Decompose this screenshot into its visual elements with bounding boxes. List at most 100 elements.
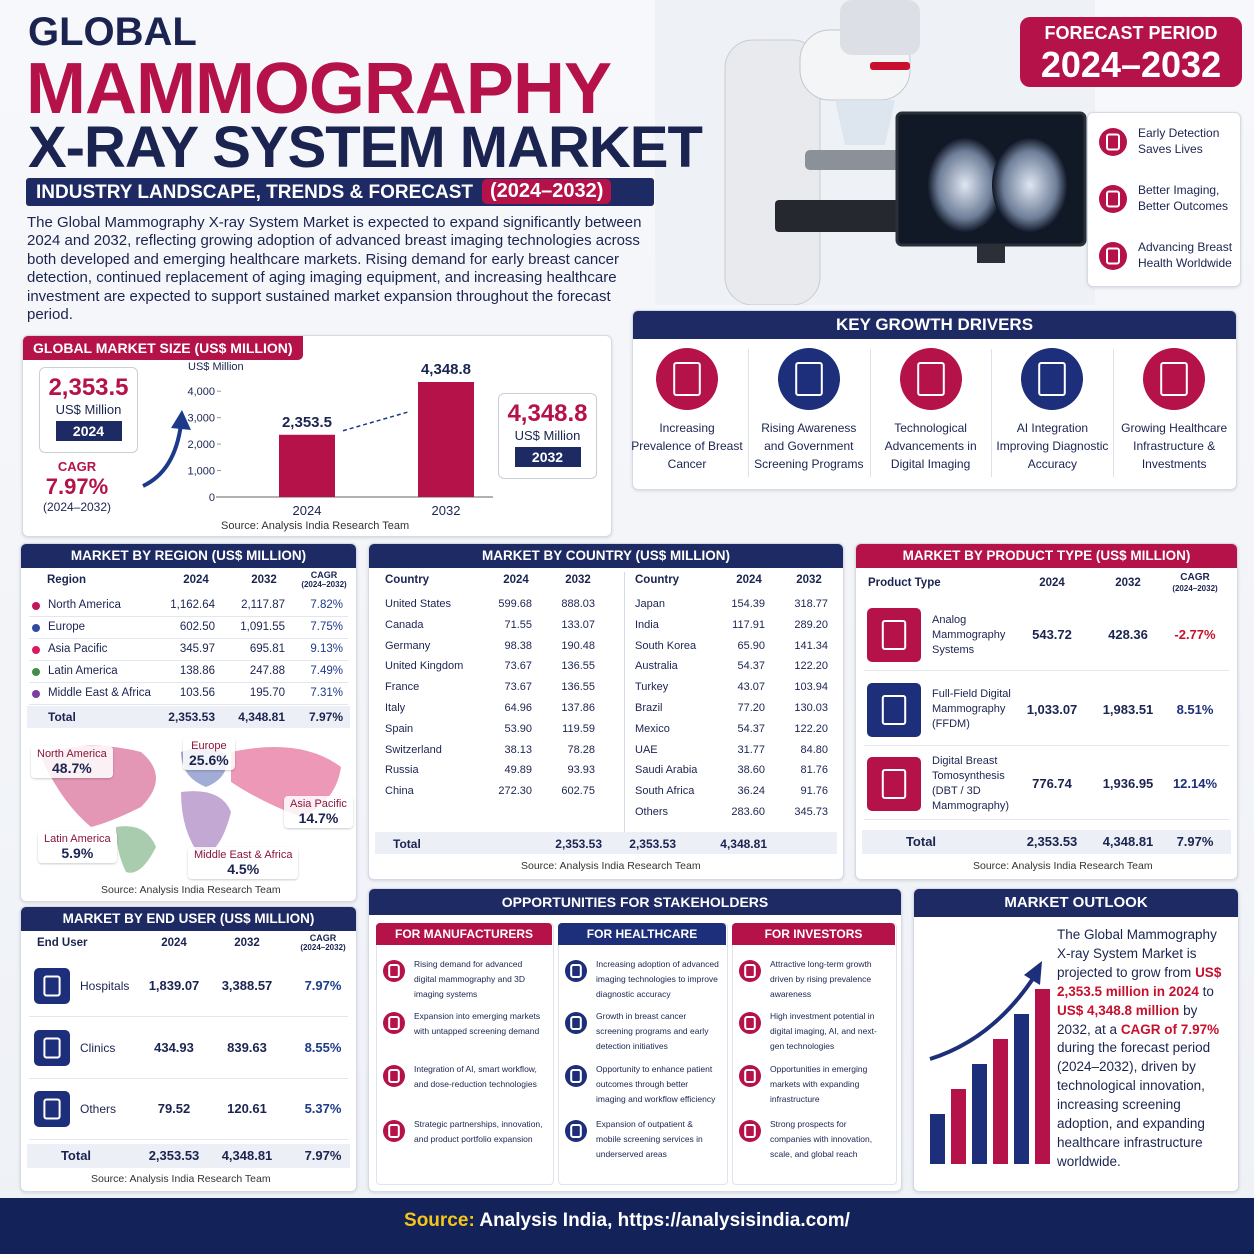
country-name: China [385, 785, 414, 798]
title-line: X-RAY SYSTEM MARKET [28, 115, 703, 180]
map-label: North America 48.7% [31, 746, 113, 778]
map-label-share: 5.9% [61, 845, 94, 861]
icon [383, 1120, 405, 1142]
cell: 64.96 [504, 702, 532, 714]
cell: 103.56 [179, 687, 215, 699]
outlook-bar [1014, 1014, 1029, 1164]
cell: 154.39 [731, 598, 765, 610]
column-header: 2024 [503, 574, 529, 586]
group-title: FOR INVESTORS [732, 923, 895, 945]
total-row [27, 706, 350, 728]
column-header: CAGR [1180, 572, 1210, 583]
cell: 138.86 [179, 665, 215, 677]
column-header: 2032 [251, 574, 277, 586]
cell: 73.67 [504, 681, 532, 694]
graphic: US$ Million 0 1,000 2,000 3,000 4,000 2,353.5 2… [187, 361, 493, 518]
cell: 98.38 [504, 639, 532, 652]
icon-detail [744, 1124, 756, 1138]
cell: -2.77% [1174, 627, 1216, 642]
cell: 4,348.81 [238, 710, 285, 724]
icon-detail [43, 1098, 61, 1120]
graphic [565, 1012, 587, 1034]
region-name: Latin America [48, 665, 118, 677]
graphic [1099, 242, 1127, 270]
start-year: 2024 [55, 421, 122, 441]
outlook-bar [972, 1064, 987, 1164]
map-label-share: 48.7% [52, 760, 92, 776]
icon-detail [388, 1016, 400, 1030]
map-label-name: Asia Pacific [290, 798, 347, 810]
end-year: 2032 [514, 447, 581, 467]
map-label-name: Latin America [44, 833, 111, 845]
footer: Source: Analysis India, https://analysis… [0, 1198, 1254, 1254]
country-name: United Kingdom [385, 660, 464, 673]
scan-image [927, 137, 1003, 233]
opportunity-item: Integration of AI, smart workflow, and d… [414, 1064, 537, 1089]
cell: 136.55 [561, 681, 595, 694]
start-value: 2,353.5 [48, 374, 129, 401]
end-user-name: Hospitals [80, 979, 130, 993]
legend-dot [32, 646, 40, 654]
map-label-name: Europe [191, 740, 227, 752]
end-unit: US$ Million [514, 428, 581, 443]
cell: 1,839.07 [148, 978, 200, 993]
monitor-stand [977, 245, 1005, 263]
region-name: North America [48, 599, 121, 611]
graphic [739, 960, 761, 982]
opportunity-item: Growth in breast cancer screening progra… [596, 1011, 709, 1051]
outlook-bar [930, 1114, 945, 1164]
drivers-panel: KEY GROWTH DRIVERS Increasing Prevalence … [631, 310, 1237, 490]
cell: 602.50 [179, 621, 215, 633]
cell: 2,117.87 [241, 599, 285, 611]
cell: 283.60 [731, 806, 765, 818]
cell: 602.75 [561, 785, 595, 798]
graphic [565, 960, 587, 982]
icon [565, 1120, 587, 1142]
cell: 9.13% [310, 643, 343, 655]
icon-detail [43, 1037, 61, 1058]
cell: 130.03 [794, 702, 828, 714]
cell: 543.72 [1032, 627, 1072, 642]
cell: 839.63 [227, 1039, 267, 1055]
driver-label: Technological Advancements in Digital Im… [884, 421, 977, 471]
column-header: End User [37, 937, 88, 949]
cell: 776.74 [1032, 776, 1072, 791]
outlook-text: The Global Mammography X-ray System Mark… [1057, 926, 1233, 1172]
cell: 2,353.53 [168, 710, 215, 724]
column-header: Country [385, 574, 430, 586]
icon [565, 960, 587, 982]
compression-paddle [835, 100, 895, 145]
country-name: Australia [635, 660, 678, 673]
cell: 103.94 [794, 681, 828, 694]
column-header: CAGR [310, 570, 338, 580]
icon [656, 348, 718, 410]
graphic [383, 1012, 405, 1034]
column-header: 2032 [565, 574, 591, 586]
driver-label: Rising Awareness and Government Screenin… [754, 421, 864, 471]
total-label: Total [393, 837, 421, 851]
icon-detail [570, 1124, 582, 1138]
graphic [867, 608, 921, 662]
cell: 7.49% [310, 665, 343, 677]
intro-text: The Global Mammography X-ray System Mark… [27, 214, 642, 324]
column-header: 2032 [234, 937, 260, 949]
cell: 122.20 [794, 722, 828, 735]
row-divider [864, 670, 1229, 671]
column-header: Region [47, 574, 86, 586]
icon [383, 1012, 405, 1034]
cell: 133.07 [561, 618, 595, 631]
icon [34, 1091, 70, 1127]
opportunity-item: Expansion of outpatient & mobile screeni… [596, 1119, 703, 1159]
map-label-name: North America [37, 748, 107, 760]
cell: 4,348.81 [1102, 834, 1154, 849]
country-name: South Africa [635, 785, 695, 798]
country-name: Brazil [635, 702, 663, 714]
tagline: Early Detection Saves Lives [1138, 126, 1220, 156]
cell: 1,091.55 [240, 621, 285, 633]
cell: 195.70 [249, 687, 285, 699]
graphic [565, 1120, 587, 1142]
cell: 345.73 [794, 806, 828, 818]
end-user-name: Others [80, 1102, 117, 1116]
icon-detail [744, 1016, 756, 1030]
detector [805, 150, 925, 170]
